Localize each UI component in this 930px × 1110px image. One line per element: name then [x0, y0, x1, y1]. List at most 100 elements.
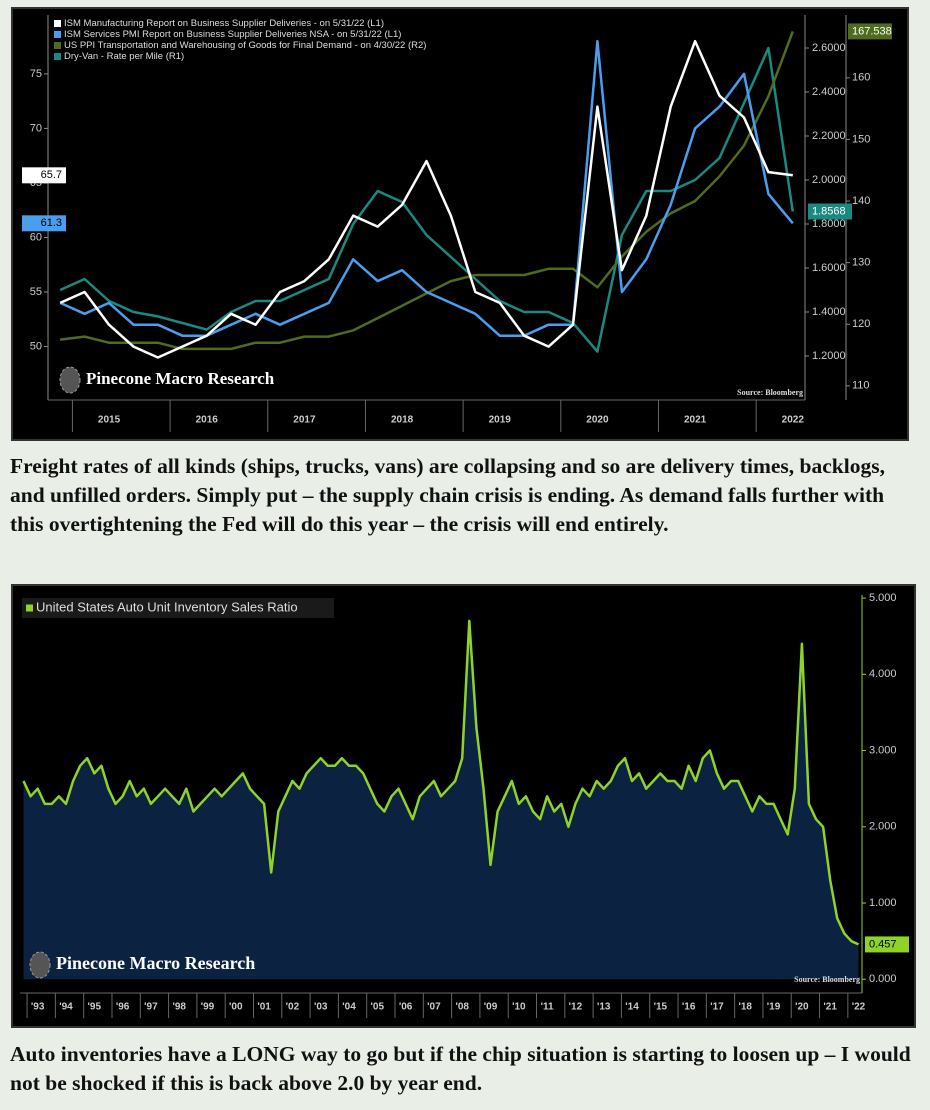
watermark: Pinecone Macro Research [86, 369, 275, 388]
legend-box [50, 16, 490, 64]
x-tick-label: '96 [116, 1002, 130, 1013]
y-tick-label: 2.0000 [812, 174, 846, 186]
last-value-label: 167.538 [852, 25, 892, 37]
legend-label: United States Auto Unit Inventory Sales … [36, 599, 298, 614]
last-value-box [808, 203, 852, 220]
x-tick-label: '95 [88, 1002, 102, 1013]
y-tick-label: 0.000 [869, 973, 897, 985]
y-tick-label: 120 [852, 318, 870, 330]
last-value-label: 61.3 [41, 217, 62, 229]
legend-swatch [54, 20, 61, 27]
x-tick-label: '04 [342, 1002, 356, 1013]
x-tick-label: '19 [767, 1002, 781, 1013]
x-tick-label: '15 [654, 1002, 668, 1013]
legend-swatch [54, 42, 61, 49]
y-tick-label: 150 [852, 133, 870, 145]
x-tick-label: '17 [710, 1002, 724, 1013]
last-value-box [848, 23, 892, 40]
x-tick-label: '18 [738, 1002, 752, 1013]
legend-swatch [26, 604, 33, 612]
y-tick-label: 130 [852, 257, 870, 269]
y-tick-label: 140 [852, 195, 870, 207]
series-line [59, 39, 794, 337]
last-value-box [865, 936, 909, 953]
y-tick-label: 1.6000 [812, 262, 846, 274]
chart-frame [11, 7, 909, 441]
series-area [23, 620, 859, 980]
x-tick-label: 2016 [196, 415, 219, 426]
x-tick-label: '02 [286, 1002, 300, 1013]
y-tick-label: 5.000 [869, 592, 897, 604]
x-tick-label: '10 [512, 1002, 526, 1013]
x-tick-label: '16 [682, 1002, 696, 1013]
legend-label: ISM Services PMI Report on Business Supp… [64, 29, 401, 40]
x-tick-label: '20 [795, 1002, 809, 1013]
y-tick-label: 1.4000 [812, 306, 846, 318]
last-value-box [22, 167, 66, 184]
y-tick-label: 2.6000 [812, 42, 846, 54]
y-tick-label: 1.2000 [812, 350, 846, 362]
caption: Auto inventories have a LONG way to go b… [10, 1042, 911, 1095]
y-tick-label: 2.2000 [812, 130, 846, 142]
y-tick-label: 70 [30, 122, 42, 134]
x-tick-label: '21 [823, 1002, 837, 1013]
x-tick-label: '14 [625, 1002, 639, 1013]
x-tick-label: 2019 [489, 415, 512, 426]
y-tick-label: 4.000 [869, 668, 897, 680]
x-tick-label: '01 [257, 1002, 271, 1013]
last-value-box [22, 215, 66, 232]
x-tick-label: '93 [31, 1002, 45, 1013]
last-value-label: 0.457 [869, 938, 897, 950]
legend-box [22, 598, 334, 618]
x-tick-label: '11 [541, 1002, 554, 1013]
x-tick-label: '13 [597, 1002, 611, 1013]
y-tick-label: 3.000 [869, 744, 897, 756]
y-tick-label: 75 [30, 68, 42, 80]
legend-label: Dry-Van - Rate per Mile (R1) [64, 51, 184, 62]
x-tick-label: '03 [314, 1002, 328, 1013]
y-tick-label: 2.4000 [812, 86, 846, 98]
y-tick-label: 50 [30, 340, 42, 352]
y-tick-label: 2.000 [869, 821, 897, 833]
y-tick-label: 1.8000 [812, 218, 846, 230]
x-tick-label: '05 [371, 1002, 385, 1013]
pinecone-icon [59, 366, 81, 394]
x-tick-label: '00 [229, 1002, 243, 1013]
x-tick-label: 2020 [586, 415, 609, 426]
x-tick-label: '98 [172, 1002, 186, 1013]
caption: Freight rates of all kinds (ships, truck… [10, 454, 885, 536]
x-tick-label: 2018 [391, 415, 414, 426]
x-tick-label: '99 [201, 1002, 215, 1013]
source-note: Source: Bloomberg [794, 975, 860, 984]
legend-label: US PPI Transportation and Warehousing of… [64, 40, 426, 51]
series-line [59, 46, 795, 353]
x-tick-label: 2017 [293, 415, 316, 426]
watermark: Pinecone Macro Research [56, 953, 255, 973]
y-tick-label: 60 [30, 231, 42, 243]
x-tick-label: '12 [569, 1002, 583, 1013]
last-value-label: 1.8568 [812, 205, 846, 217]
y-tick-label: 1.000 [869, 897, 897, 909]
y-tick-label: 55 [30, 286, 42, 298]
y-tick-label: 160 [852, 72, 870, 84]
series-line [59, 39, 793, 359]
last-value-label: 65.7 [41, 169, 62, 181]
x-tick-label: '08 [455, 1002, 469, 1013]
x-tick-label: '06 [399, 1002, 413, 1013]
legend-swatch [54, 31, 61, 38]
legend-label: ISM Manufacturing Report on Business Sup… [64, 18, 384, 29]
x-tick-label: 2022 [782, 415, 805, 426]
y-tick-label: 110 [852, 380, 870, 392]
x-tick-label: 2015 [98, 415, 121, 426]
x-tick-label: 2021 [684, 415, 707, 426]
source-note: Source: Bloomberg [737, 388, 803, 397]
series-line [22, 619, 860, 946]
x-tick-label: '09 [484, 1002, 498, 1013]
pinecone-icon [29, 951, 51, 979]
x-tick-label: '07 [427, 1002, 441, 1013]
legend-swatch [54, 53, 61, 60]
series-line [60, 30, 794, 351]
x-tick-label: '22 [852, 1002, 866, 1013]
